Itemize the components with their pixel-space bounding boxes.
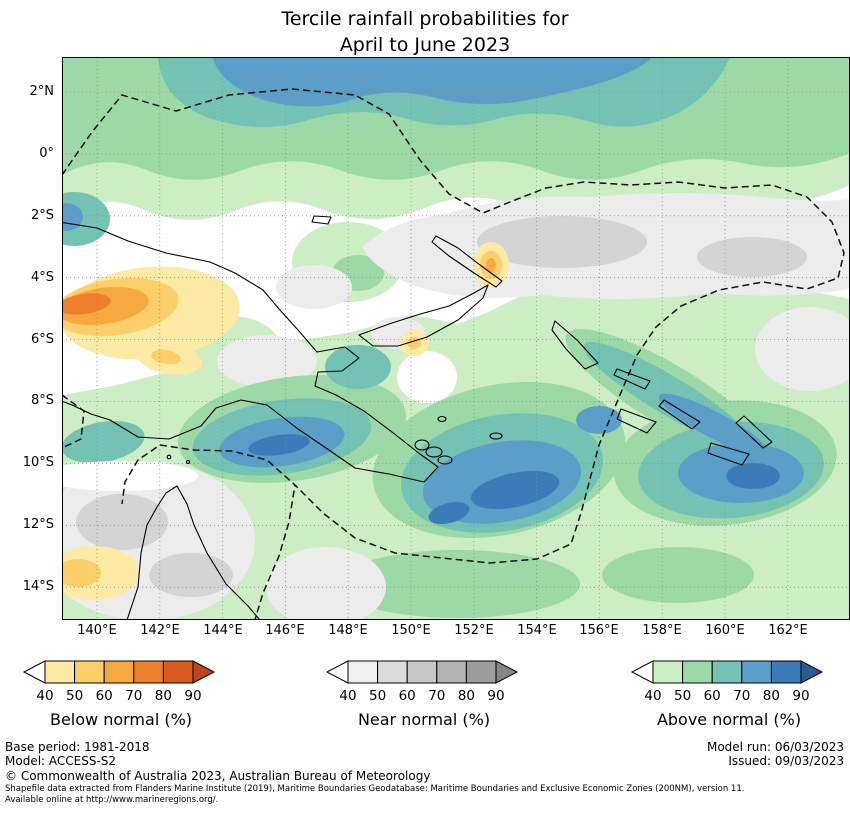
tick-label: 70 — [125, 688, 142, 704]
colorbar-arrow-left-icon — [22, 660, 46, 684]
lon-label-146e: 146°E — [265, 623, 305, 638]
colorbar-arrow-left-icon — [325, 660, 349, 684]
legend-near-normal: 40 50 60 70 80 90 Near normal (%) — [324, 660, 524, 729]
probability-shading-regions — [38, 57, 850, 627]
tick-label: 60 — [96, 688, 113, 704]
lat-label-14s: 14°S — [22, 579, 54, 594]
colorbar-arrow-right-icon — [495, 660, 519, 684]
tick-label: 50 — [674, 688, 691, 704]
lon-label-162e: 162°E — [768, 623, 808, 638]
colorbar-segment — [682, 660, 713, 684]
colorbar-segment — [406, 660, 438, 684]
copyright-text: © Commonwealth of Australia 2023, Austra… — [5, 769, 431, 783]
colorbar-segment — [652, 660, 684, 684]
legend-above-normal: 40 50 60 70 80 90 Above normal (%) — [629, 660, 829, 729]
colorbar-segment — [133, 660, 164, 684]
legend-caption-near-normal: Near normal (%) — [357, 710, 491, 729]
colorbar-arrow-right-icon — [192, 660, 216, 684]
colorbar-segment — [44, 660, 76, 684]
colorbar-segment — [347, 660, 379, 684]
tick-label: 50 — [369, 688, 386, 704]
tick-label: 90 — [792, 688, 809, 704]
tick-label: 80 — [155, 688, 172, 704]
lat-label-0: 0° — [39, 146, 54, 161]
tick-label: 60 — [399, 688, 416, 704]
colorbar-segment — [74, 660, 105, 684]
lat-label-2n: 2°N — [29, 84, 55, 99]
tick-label: 80 — [458, 688, 475, 704]
colorbar-arrow-right-icon — [800, 660, 824, 684]
tick-label: 40 — [339, 688, 356, 704]
map-area — [38, 57, 850, 627]
colorbar-above-normal: 40 50 60 70 80 90 — [630, 660, 824, 704]
lon-label-150e: 150°E — [391, 623, 431, 638]
lon-label-152e: 152°E — [454, 623, 494, 638]
map-canvas — [38, 57, 850, 627]
colorbar-segment — [770, 660, 802, 684]
colorbar-segment — [162, 660, 194, 684]
shapefile-attribution-line1: Shapefile data extracted from Flanders M… — [5, 784, 745, 794]
tick-label: 40 — [36, 688, 53, 704]
lat-label-6s: 6°S — [30, 332, 54, 347]
colorbar-segment — [436, 660, 467, 684]
lat-label-8s: 8°S — [30, 393, 54, 408]
lon-label-160e: 160°E — [705, 623, 745, 638]
lat-label-4s: 4°S — [30, 270, 54, 285]
colorbar-segment — [741, 660, 772, 684]
model-run-text: Model run: 06/03/2023 — [706, 740, 844, 754]
lon-label-140e: 140°E — [77, 623, 117, 638]
lon-label-154e: 154°E — [517, 623, 557, 638]
base-period-text: Base period: 1981-2018 — [5, 740, 150, 754]
legend-caption-below-normal: Below normal (%) — [49, 710, 193, 729]
legend-below-normal: 40 50 60 70 80 90 Below normal (%) — [21, 660, 221, 729]
colorbar-arrow-left-icon — [630, 660, 654, 684]
tick-label: 90 — [184, 688, 201, 704]
coastlines — [58, 215, 773, 627]
shapefile-attribution-line2: Available online at http://www.marinereg… — [5, 795, 219, 805]
lon-label-158e: 158°E — [642, 623, 682, 638]
title-line-1: Tercile rainfall probabilities for — [281, 8, 569, 30]
colorbar-below-normal: 40 50 60 70 80 90 — [22, 660, 216, 704]
lat-label-12s: 12°S — [22, 517, 54, 532]
colorbar-near-normal: 40 50 60 70 80 90 — [325, 660, 519, 704]
title-line-2: April to June 2023 — [339, 34, 511, 56]
colorbar-segment — [377, 660, 408, 684]
legend-caption-above-normal: Above normal (%) — [656, 710, 802, 729]
tick-label: 70 — [733, 688, 750, 704]
lon-label-156e: 156°E — [579, 623, 619, 638]
tick-label: 90 — [487, 688, 504, 704]
tick-label: 80 — [763, 688, 780, 704]
tick-label: 60 — [704, 688, 721, 704]
colorbar-segment — [465, 660, 497, 684]
lon-label-144e: 144°E — [203, 623, 243, 638]
colorbar-segment — [103, 660, 135, 684]
tick-label: 40 — [644, 688, 661, 704]
page-title: Tercile rainfall probabilities for April… — [0, 6, 850, 58]
model-text: Model: ACCESS-S2 — [5, 754, 117, 768]
lat-label-10s: 10°S — [22, 455, 54, 470]
tick-label: 50 — [66, 688, 83, 704]
colorbar-segment — [711, 660, 743, 684]
lon-label-142e: 142°E — [140, 623, 180, 638]
tick-label: 70 — [428, 688, 445, 704]
eez-boundary-lines — [61, 88, 845, 624]
lon-label-148e: 148°E — [328, 623, 368, 638]
grid-lines — [62, 57, 850, 620]
issued-text: Issued: 09/03/2023 — [728, 754, 844, 768]
lat-label-2s: 2°S — [30, 208, 54, 223]
